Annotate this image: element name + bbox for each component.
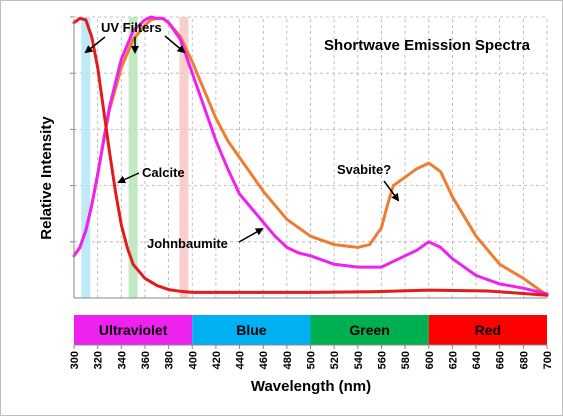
- arrow-svabite: [383, 180, 400, 202]
- x-tick-label: 320: [93, 351, 105, 369]
- x-tick-label: 700: [542, 351, 554, 369]
- x-tick-label: 560: [376, 351, 388, 369]
- band-ultraviolet: [74, 315, 193, 345]
- series-line-johnbaumite: [72, 15, 549, 296]
- x-tick-label: 640: [471, 351, 483, 369]
- x-tick-label: 440: [235, 351, 247, 369]
- x-tick-label: 460: [258, 351, 270, 369]
- band-label-red: Red: [475, 322, 501, 338]
- uv-filter-band: [179, 17, 189, 298]
- x-tick-label: 340: [116, 351, 128, 369]
- x-tick-label: 680: [518, 351, 530, 369]
- x-tick-label: 500: [306, 351, 318, 369]
- x-tick-label: 360: [140, 351, 152, 369]
- band-label-blue: Blue: [236, 322, 267, 338]
- band-label-ultraviolet: Ultraviolet: [99, 322, 168, 338]
- x-tick-labels: 300 320 340 360 380 400 420 440 460 480 500 520 540 5…: [69, 345, 554, 369]
- annotation-calcite: Calcite: [142, 165, 185, 180]
- x-tick-label: 600: [424, 351, 436, 369]
- uv-filter-band: [128, 17, 138, 298]
- arrow-calcite: [117, 172, 140, 184]
- y-axis-label: Relative Intensity: [38, 116, 55, 240]
- x-tick-label: 540: [353, 351, 365, 369]
- band-label-green: Green: [349, 322, 389, 338]
- uv-filter-bands: [81, 17, 189, 298]
- band-red: [428, 315, 547, 345]
- x-tick-label: 580: [400, 351, 412, 369]
- x-tick-label: 400: [187, 351, 199, 369]
- band-green: [310, 315, 429, 345]
- series-line-svabite: [72, 16, 549, 297]
- annotation-johnbaumite: Johnbaumite: [147, 236, 228, 251]
- arrow-uv-filter-1: [84, 36, 106, 54]
- x-tick-label: 620: [447, 351, 459, 369]
- annotation-uv-filters: UV Filters: [101, 20, 162, 35]
- uv-filter-band: [81, 17, 91, 298]
- band-blue: [192, 315, 311, 345]
- x-tick-label: 660: [495, 351, 507, 369]
- arrow-uv-filter-3: [164, 35, 186, 54]
- x-axis-label: Wavelength (nm): [251, 378, 371, 395]
- series-line-calcite: [72, 16, 549, 297]
- x-tick-label: 420: [211, 351, 223, 369]
- x-tick-label: 380: [164, 351, 176, 369]
- annotation-svabite: Svabite?: [337, 162, 391, 177]
- arrow-johnbaumite: [238, 228, 264, 243]
- x-tick-label: 480: [282, 351, 294, 369]
- spectral-bands: Ultraviolet Blue Green Red: [74, 315, 547, 346]
- x-tick-label: 520: [329, 351, 341, 369]
- x-tick-label: 300: [69, 351, 81, 369]
- series-lines: [72, 15, 549, 297]
- chart-title: Shortwave Emission Spectra: [324, 37, 531, 54]
